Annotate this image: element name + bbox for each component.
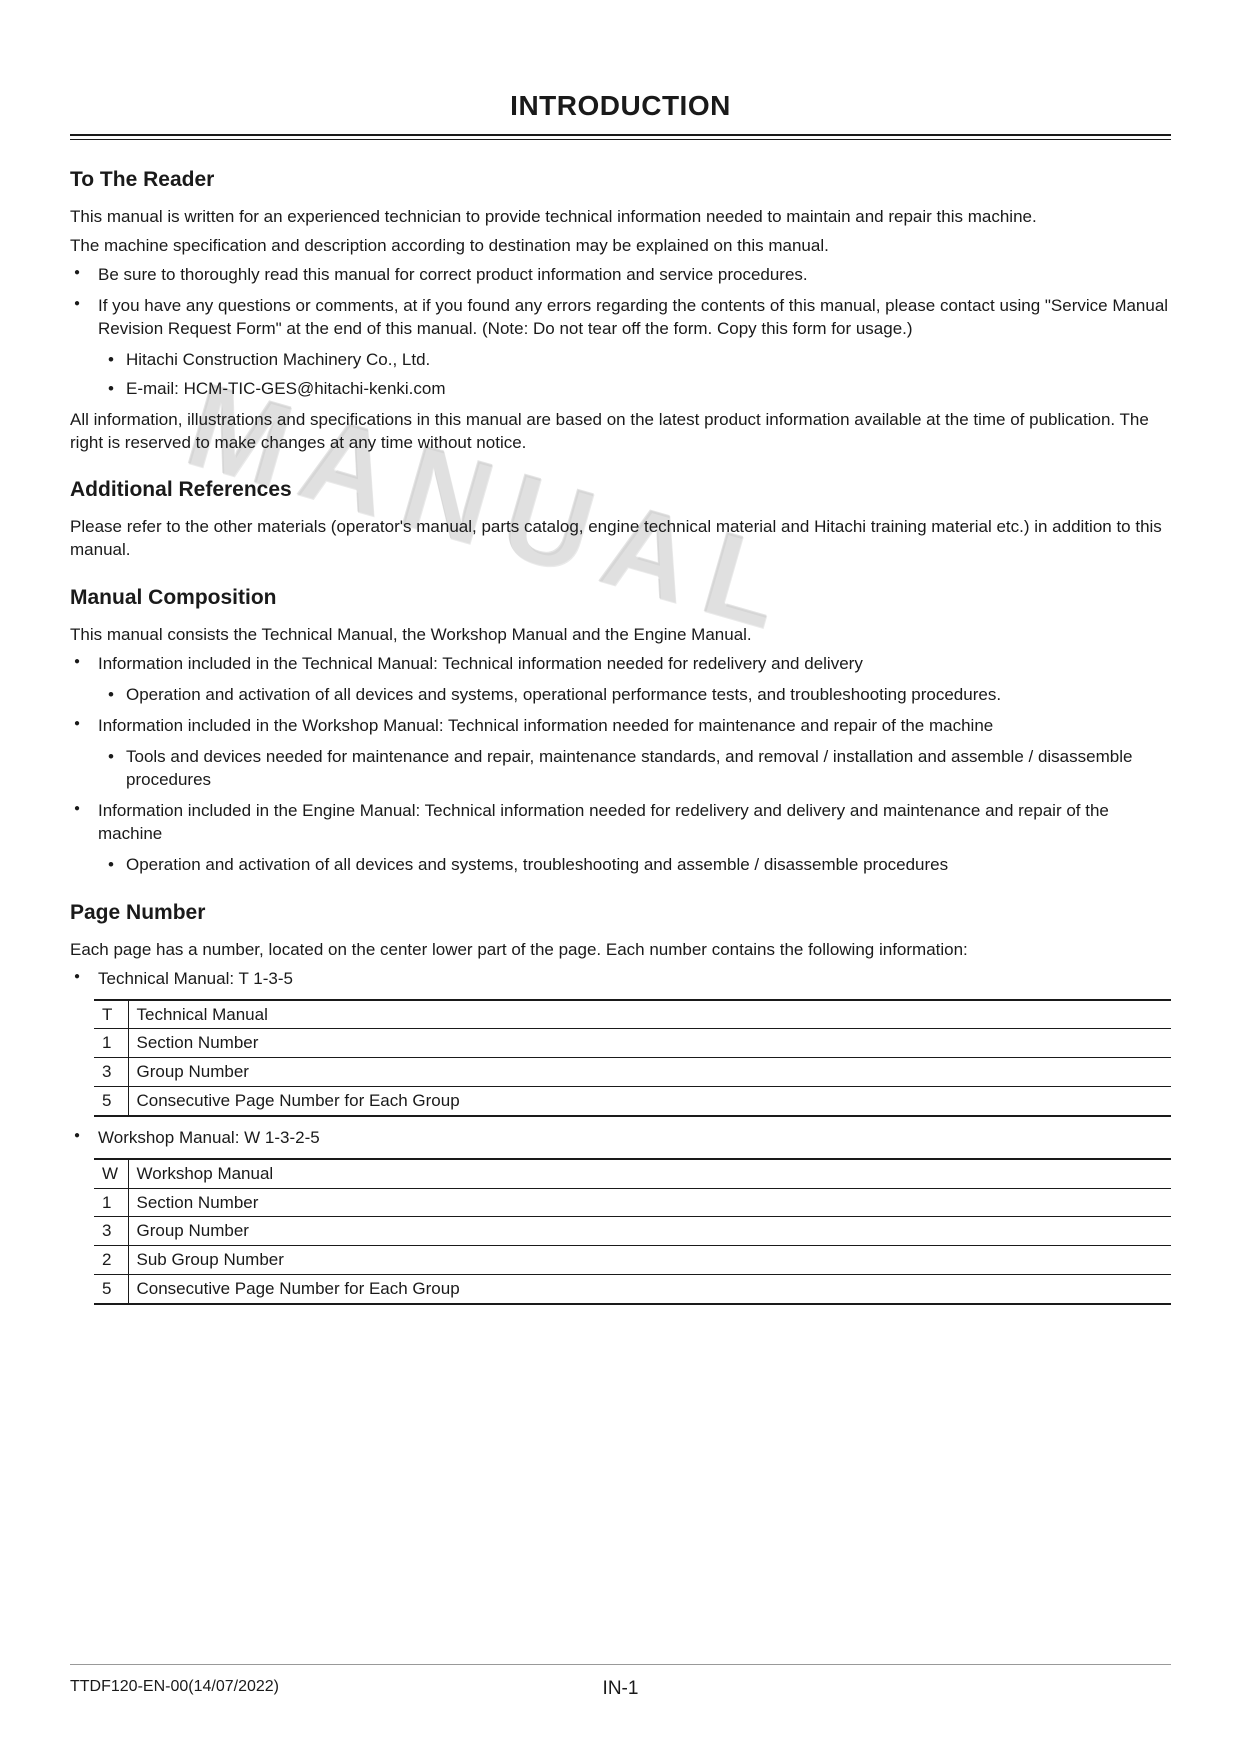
footer-rule — [70, 1664, 1171, 1665]
pagenum-p1: Each page has a number, located on the c… — [70, 939, 1171, 962]
reader-bullets: Be sure to thoroughly read this manual f… — [70, 264, 1171, 401]
reader-p3: All information, illustrations and speci… — [70, 409, 1171, 455]
reader-b2s2: E-mail: HCM-TIC-GES@hitachi-kenki.com — [126, 378, 1171, 401]
reader-p2: The machine specification and descriptio… — [70, 235, 1171, 258]
comp-b1-sublist: Operation and activation of all devices … — [98, 684, 1171, 707]
table-row: 5Consecutive Page Number for Each Group — [94, 1274, 1171, 1303]
pagenum-b1-wrap: Technical Manual: T 1-3-5 — [70, 968, 1171, 991]
workshop-manual-table: WWorkshop Manual 1Section Number 3Group … — [94, 1158, 1171, 1305]
pagenum-b2-wrap: Workshop Manual: W 1-3-2-5 — [70, 1127, 1171, 1150]
page-footer: TTDF120-EN-00(14/07/2022) IN-1 — [70, 1678, 1171, 1696]
table-row: 1Section Number — [94, 1188, 1171, 1217]
table-row: 1Section Number — [94, 1029, 1171, 1058]
table-row: 2Sub Group Number — [94, 1246, 1171, 1275]
comp-b2s1: Tools and devices needed for maintenance… — [126, 746, 1171, 792]
cell-val: Section Number — [128, 1029, 1171, 1058]
heading-page-number: Page Number — [70, 901, 1171, 925]
comp-b1: Information included in the Technical Ma… — [94, 653, 1171, 707]
refs-p1: Please refer to the other materials (ope… — [70, 516, 1171, 562]
table-row: TTechnical Manual — [94, 1000, 1171, 1029]
cell-val: Consecutive Page Number for Each Group — [128, 1274, 1171, 1303]
page-content: INTRODUCTION To The Reader This manual i… — [70, 90, 1171, 1305]
cell-val: Workshop Manual — [128, 1159, 1171, 1188]
heading-additional-references: Additional References — [70, 478, 1171, 502]
table-row: WWorkshop Manual — [94, 1159, 1171, 1188]
cell-key: 1 — [94, 1188, 128, 1217]
cell-key: 5 — [94, 1087, 128, 1116]
comp-b3-text: Information included in the Engine Manua… — [98, 801, 1109, 843]
reader-b1: Be sure to thoroughly read this manual f… — [94, 264, 1171, 287]
reader-b2: If you have any questions or comments, a… — [94, 295, 1171, 401]
comp-b1s1: Operation and activation of all devices … — [126, 684, 1171, 707]
heading-manual-composition: Manual Composition — [70, 586, 1171, 610]
page-title: INTRODUCTION — [70, 90, 1171, 122]
cell-val: Group Number — [128, 1217, 1171, 1246]
comp-b3s1: Operation and activation of all devices … — [126, 854, 1171, 877]
comp-b1-text: Information included in the Technical Ma… — [98, 654, 863, 673]
pagenum-b1: Technical Manual: T 1-3-5 — [94, 968, 1171, 991]
footer-page-number: IN-1 — [603, 1678, 639, 1700]
cell-val: Group Number — [128, 1058, 1171, 1087]
cell-key: T — [94, 1000, 128, 1029]
reader-b2-sublist: Hitachi Construction Machinery Co., Ltd.… — [98, 349, 1171, 401]
comp-b2-sublist: Tools and devices needed for maintenance… — [98, 746, 1171, 792]
comp-bullets: Information included in the Technical Ma… — [70, 653, 1171, 877]
footer-doc-id: TTDF120-EN-00(14/07/2022) — [70, 1678, 279, 1696]
table-row: 3Group Number — [94, 1217, 1171, 1246]
reader-b2s1: Hitachi Construction Machinery Co., Ltd. — [126, 349, 1171, 372]
heading-to-the-reader: To The Reader — [70, 168, 1171, 192]
reader-b2-text: If you have any questions or comments, a… — [98, 296, 1168, 338]
title-underline — [70, 134, 1171, 140]
cell-key: 3 — [94, 1058, 128, 1087]
table-row: 3Group Number — [94, 1058, 1171, 1087]
cell-key: 5 — [94, 1274, 128, 1303]
comp-b3-sublist: Operation and activation of all devices … — [98, 854, 1171, 877]
comp-b3: Information included in the Engine Manua… — [94, 800, 1171, 877]
cell-val: Section Number — [128, 1188, 1171, 1217]
comp-b2: Information included in the Workshop Man… — [94, 715, 1171, 792]
cell-key: W — [94, 1159, 128, 1188]
cell-key: 1 — [94, 1029, 128, 1058]
table-row: 5Consecutive Page Number for Each Group — [94, 1087, 1171, 1116]
cell-val: Technical Manual — [128, 1000, 1171, 1029]
cell-key: 3 — [94, 1217, 128, 1246]
technical-manual-table: TTechnical Manual 1Section Number 3Group… — [94, 999, 1171, 1117]
cell-key: 2 — [94, 1246, 128, 1275]
pagenum-b2: Workshop Manual: W 1-3-2-5 — [94, 1127, 1171, 1150]
cell-val: Sub Group Number — [128, 1246, 1171, 1275]
comp-b2-text: Information included in the Workshop Man… — [98, 716, 993, 735]
cell-val: Consecutive Page Number for Each Group — [128, 1087, 1171, 1116]
reader-p1: This manual is written for an experience… — [70, 206, 1171, 229]
comp-p1: This manual consists the Technical Manua… — [70, 624, 1171, 647]
